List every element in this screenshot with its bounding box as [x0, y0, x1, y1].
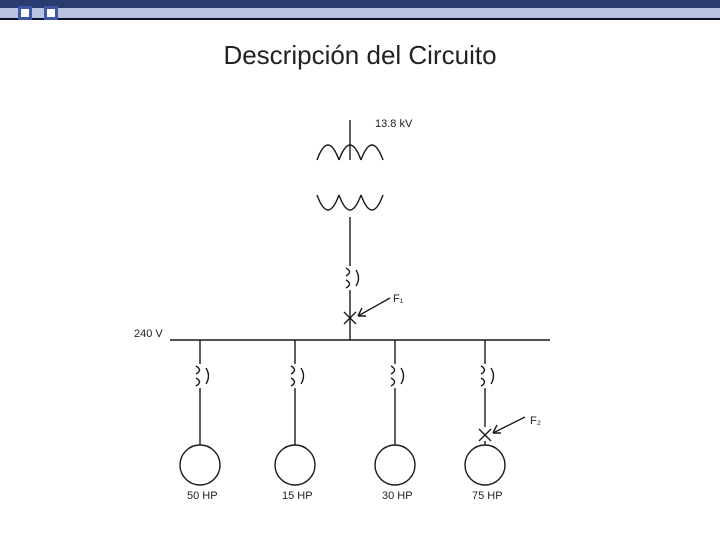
- bar-line: [0, 18, 720, 20]
- page-title: Descripción del Circuito: [0, 40, 720, 71]
- bar-light: [0, 8, 720, 18]
- motor-4-hp-label: 75 HP: [472, 490, 503, 502]
- bus-voltage-label: 240 V: [134, 328, 163, 340]
- motor-3-hp-label: 30 HP: [382, 490, 413, 502]
- fault-f2-label: F₂: [530, 415, 541, 427]
- fault-f1-label: F₁: [393, 293, 403, 305]
- motor-1-hp-label: 50 HP: [187, 490, 218, 502]
- bullet-1: [18, 6, 32, 20]
- slide-top-bar: [0, 0, 720, 24]
- circuit-svg: [140, 110, 580, 520]
- circuit-diagram: 13.8 kV 240 V F₁ 50 HP 15 HP 30 HP 75 HP…: [140, 110, 580, 520]
- motor-2-hp-label: 15 HP: [282, 490, 313, 502]
- bar-dark: [0, 0, 720, 8]
- supply-voltage-label: 13.8 kV: [375, 118, 412, 130]
- bullet-2: [44, 6, 58, 20]
